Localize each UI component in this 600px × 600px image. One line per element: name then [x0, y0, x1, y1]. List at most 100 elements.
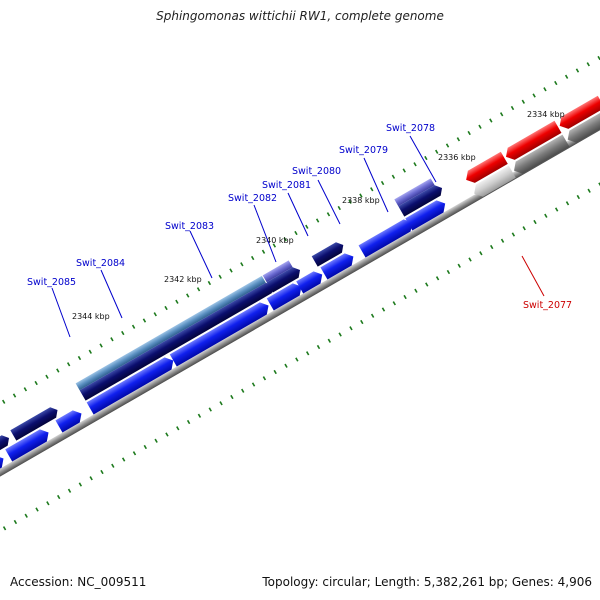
scale-tick — [12, 393, 17, 398]
scale-tick — [468, 257, 472, 262]
gene-label-swit-2081[interactable]: Swit_2081 — [262, 180, 311, 191]
gene-feature[interactable] — [398, 183, 445, 217]
gene-arrow[interactable] — [266, 280, 305, 311]
scale-tick — [587, 188, 591, 193]
leader-line — [363, 157, 389, 213]
gene-label-swit-2083[interactable]: Swit_2083 — [165, 221, 214, 232]
gene-arrow[interactable] — [169, 299, 272, 367]
scale-tick — [521, 99, 526, 104]
scale-tick — [348, 199, 352, 204]
scale-tick — [164, 305, 168, 311]
scale-tick — [283, 237, 287, 242]
leader-line — [189, 230, 213, 279]
scale-tick — [338, 332, 342, 337]
scale-tick — [131, 324, 136, 329]
kbp-labels: 2334 kbp 2336 kbp 2338 kbp 2340 kbp 2342… — [72, 110, 565, 321]
scale-tick — [511, 232, 516, 237]
gene-label-swit-2085[interactable]: Swit_2085 — [27, 277, 76, 288]
gene-feature[interactable] — [511, 134, 570, 177]
scale-tick — [89, 476, 93, 481]
outer-scale-ticks — [2, 55, 600, 404]
gene-arrow[interactable] — [86, 354, 177, 415]
gene-arrow[interactable] — [320, 250, 356, 280]
scale-tick — [110, 337, 114, 342]
scale-label-2338: 2338 kbp — [342, 196, 380, 205]
gene-label-swit-2082[interactable]: Swit_2082 — [228, 193, 277, 204]
gene-label-swit-2079: Swit_2079 — [339, 145, 388, 156]
gene-arrow[interactable] — [556, 95, 600, 132]
scale-tick — [575, 68, 580, 73]
scale-tick — [457, 263, 461, 268]
scale-tick — [261, 249, 266, 254]
scale-tick — [121, 330, 125, 336]
scale-tick — [565, 201, 570, 206]
scale-label-2334: 2334 kbp — [527, 110, 565, 119]
scale-tick — [370, 313, 375, 318]
scale-tick — [66, 362, 71, 367]
scale-tick — [479, 251, 483, 256]
scale-tick — [576, 194, 581, 200]
gene-label-swit-2080[interactable]: Swit_2080 — [292, 166, 341, 177]
scale-tick — [67, 488, 72, 493]
scale-tick — [522, 226, 526, 231]
scale-tick — [23, 387, 28, 392]
gene-feature[interactable] — [266, 265, 303, 293]
scale-tick — [186, 419, 191, 425]
scale-tick — [56, 368, 60, 373]
leader-line — [317, 179, 341, 225]
scale-tick — [45, 374, 49, 379]
scale-tick — [392, 301, 396, 306]
gene-arrow[interactable] — [405, 197, 448, 231]
genome-title: Sphingomonas wittichii RW1, complete gen… — [156, 9, 444, 23]
scale-tick — [456, 137, 461, 142]
gene-feature[interactable] — [75, 275, 266, 391]
scale-tick — [121, 457, 126, 462]
scale-tick — [435, 276, 440, 281]
gene-feature[interactable] — [564, 109, 600, 146]
scale-tick — [250, 255, 255, 261]
gene-arrow-swit-2077[interactable] — [463, 151, 508, 186]
gene-label-swit-2077[interactable]: Swit_2077 — [523, 300, 572, 311]
gene-label-swit-2078[interactable]: Swit_2078 — [386, 123, 435, 134]
leader-line — [51, 287, 71, 338]
scale-tick — [478, 124, 482, 129]
gene-arrow[interactable] — [503, 120, 562, 163]
genome-summary-text: Topology: circular; Length: 5,382,261 bp… — [262, 575, 592, 589]
scale-tick — [305, 224, 309, 229]
leader-line — [409, 135, 437, 183]
scale-tick — [2, 399, 6, 404]
scale-label-2342: 2342 kbp — [164, 275, 202, 284]
scale-tick — [272, 243, 277, 248]
scale-tick — [175, 299, 179, 304]
scale-tick — [532, 93, 536, 98]
gene-feature[interactable] — [394, 178, 435, 207]
scale-tick — [207, 280, 212, 286]
scale-tick — [100, 469, 104, 475]
scale-tick — [316, 344, 321, 350]
scale-tick — [2, 526, 7, 531]
gene-label-swit-2084[interactable]: Swit_2084 — [76, 258, 125, 269]
accession-text: Accession: NC_009511 — [10, 575, 147, 589]
scale-tick — [381, 307, 386, 312]
gene-feature[interactable] — [262, 260, 293, 283]
scale-tick — [414, 288, 418, 293]
scale-tick — [176, 426, 180, 431]
scale-tick — [425, 282, 429, 287]
gene-arrow[interactable] — [358, 216, 416, 258]
scale-tick — [284, 363, 288, 368]
gene-feature[interactable] — [10, 405, 60, 441]
scale-tick — [111, 463, 115, 468]
scale-tick — [380, 180, 385, 186]
scale-tick — [510, 105, 515, 111]
scale-tick — [99, 343, 103, 348]
scale-tick — [143, 444, 147, 450]
gene-arrow[interactable] — [296, 268, 326, 294]
gene-feature[interactable] — [311, 240, 347, 267]
scale-label-2340: 2340 kbp — [256, 236, 294, 245]
gene-arrow[interactable] — [55, 407, 85, 433]
gene-arrow[interactable] — [5, 426, 52, 462]
gene-feature[interactable] — [79, 280, 277, 401]
gene-feature[interactable] — [471, 165, 516, 200]
